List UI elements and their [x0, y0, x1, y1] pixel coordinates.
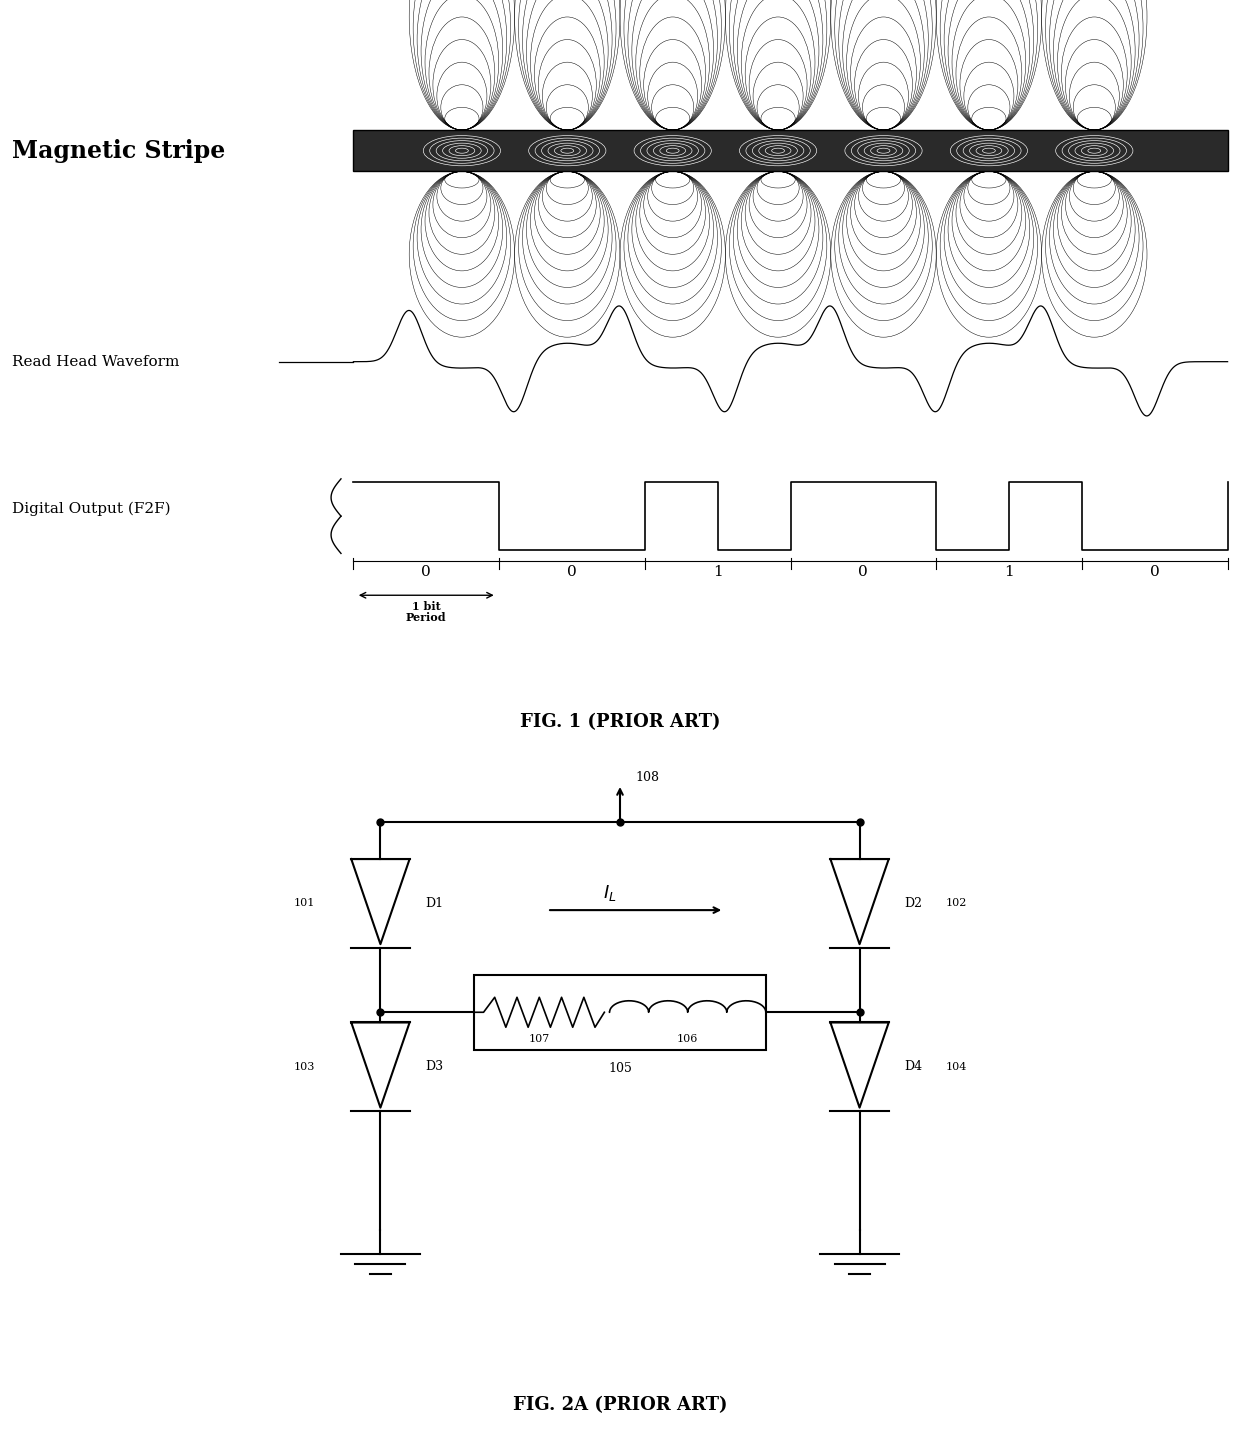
Text: FIG. 1 (PRIOR ART): FIG. 1 (PRIOR ART) — [520, 713, 720, 730]
Text: D2: D2 — [904, 897, 923, 910]
Text: Magnetic Stripe: Magnetic Stripe — [12, 139, 226, 162]
Text: 107: 107 — [528, 1035, 549, 1045]
Text: Period: Period — [405, 611, 446, 623]
Text: 108: 108 — [636, 771, 660, 784]
Text: 1: 1 — [1004, 565, 1014, 580]
Text: 101: 101 — [294, 898, 315, 909]
Text: 104: 104 — [946, 1062, 967, 1072]
Text: D3: D3 — [425, 1061, 444, 1074]
Text: 0: 0 — [422, 565, 432, 580]
Text: Read Head Waveform: Read Head Waveform — [12, 355, 180, 368]
Text: 102: 102 — [946, 898, 967, 909]
Text: 0: 0 — [567, 565, 577, 580]
Text: 0: 0 — [858, 565, 868, 580]
Text: FIG. 2A (PRIOR ART): FIG. 2A (PRIOR ART) — [513, 1395, 727, 1414]
Text: 105: 105 — [608, 1062, 632, 1075]
Text: D4: D4 — [904, 1061, 923, 1074]
Text: 1 bit: 1 bit — [412, 601, 440, 613]
Bar — [474, 975, 766, 1049]
Text: 1: 1 — [713, 565, 723, 580]
Text: 0: 0 — [1149, 565, 1159, 580]
Text: Digital Output (F2F): Digital Output (F2F) — [12, 501, 171, 516]
Text: D1: D1 — [425, 897, 444, 910]
Text: $I_L$: $I_L$ — [603, 882, 616, 903]
Text: 106: 106 — [677, 1035, 698, 1045]
Text: 103: 103 — [294, 1062, 315, 1072]
Bar — [353, 130, 1228, 171]
